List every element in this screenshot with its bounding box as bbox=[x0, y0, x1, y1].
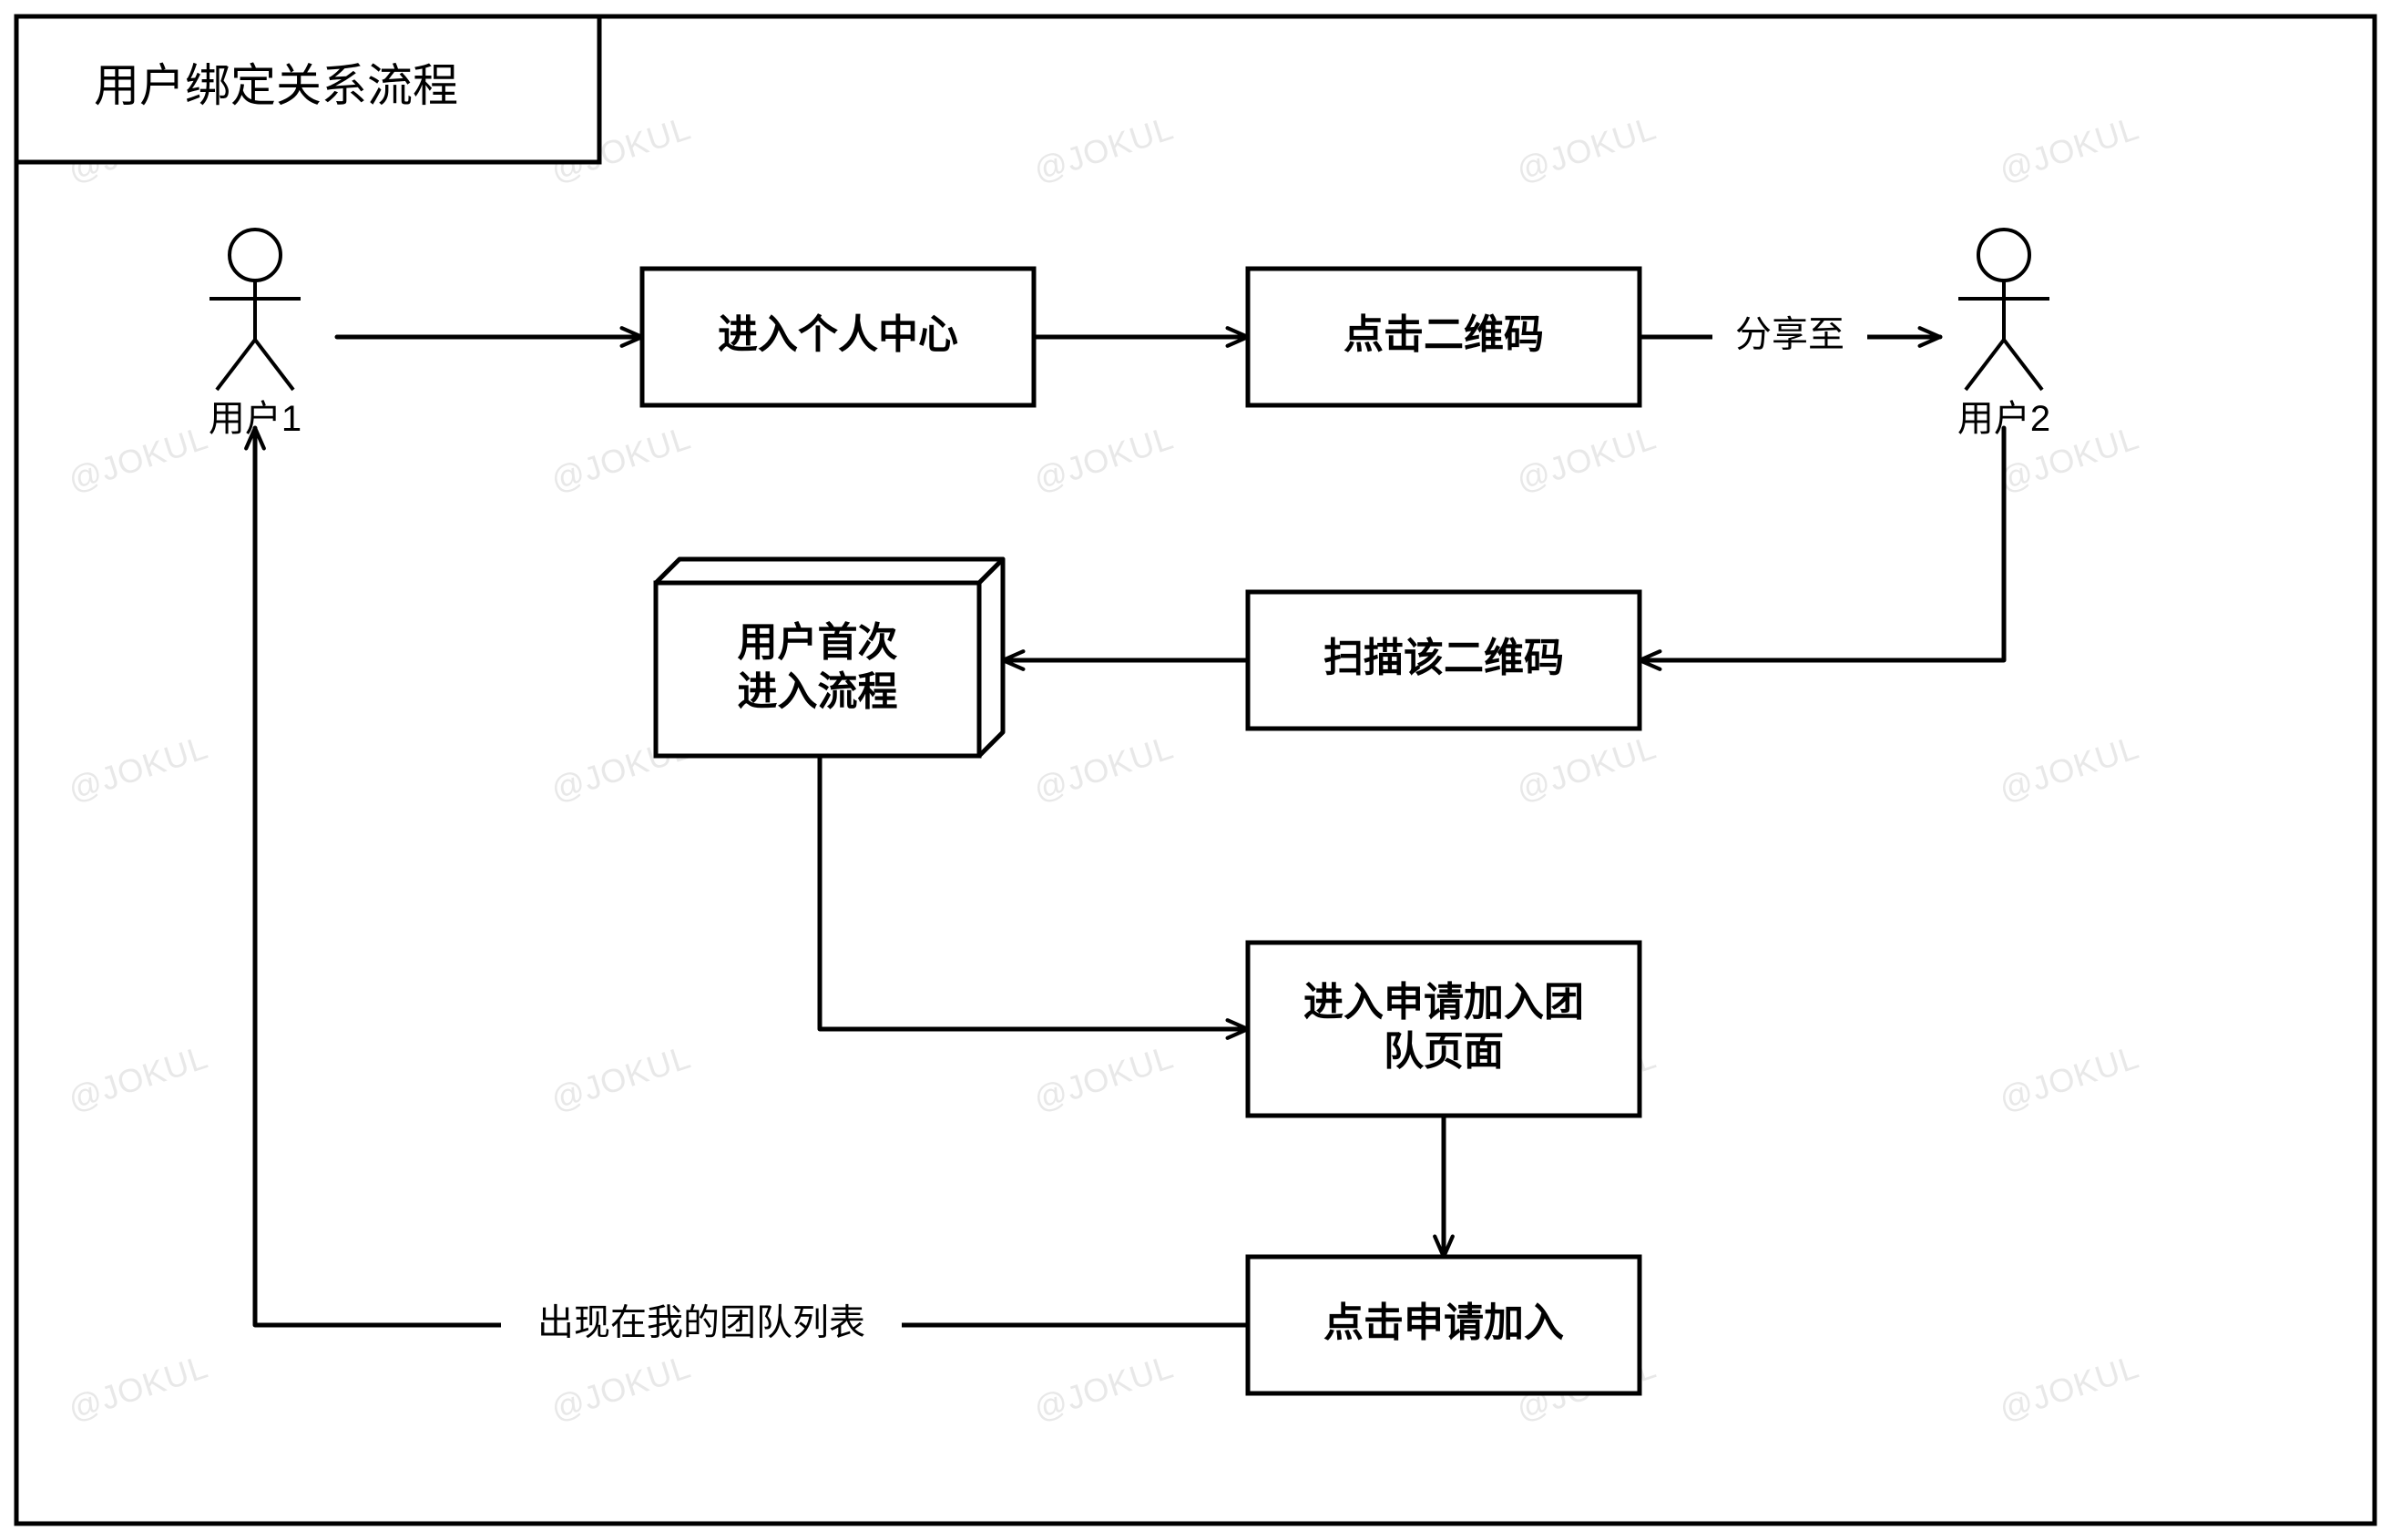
node-label: 进入个人中心 bbox=[718, 312, 958, 357]
edge-label: 出现在我的团队列表 bbox=[537, 1303, 865, 1343]
diagram-title: 用户绑定关系流程 bbox=[94, 60, 458, 111]
node-n_clickqr: 点击二维码 bbox=[1248, 269, 1640, 405]
node-n_joinpage: 进入申请加入团队页面 bbox=[1248, 943, 1640, 1116]
node-n_firstflow: 用户首次进入流程 bbox=[656, 559, 1003, 756]
node-n_scanqr: 扫描该二维码 bbox=[1248, 592, 1640, 729]
node-n_personal: 进入个人中心 bbox=[642, 269, 1034, 405]
node-label: 点击申请加入 bbox=[1323, 1300, 1564, 1345]
edge-label: 分享至 bbox=[1735, 315, 1844, 355]
node-label: 点击二维码 bbox=[1344, 312, 1544, 357]
node-label: 扫描该二维码 bbox=[1323, 636, 1564, 680]
node-n_clickjoin: 点击申请加入 bbox=[1248, 1257, 1640, 1393]
